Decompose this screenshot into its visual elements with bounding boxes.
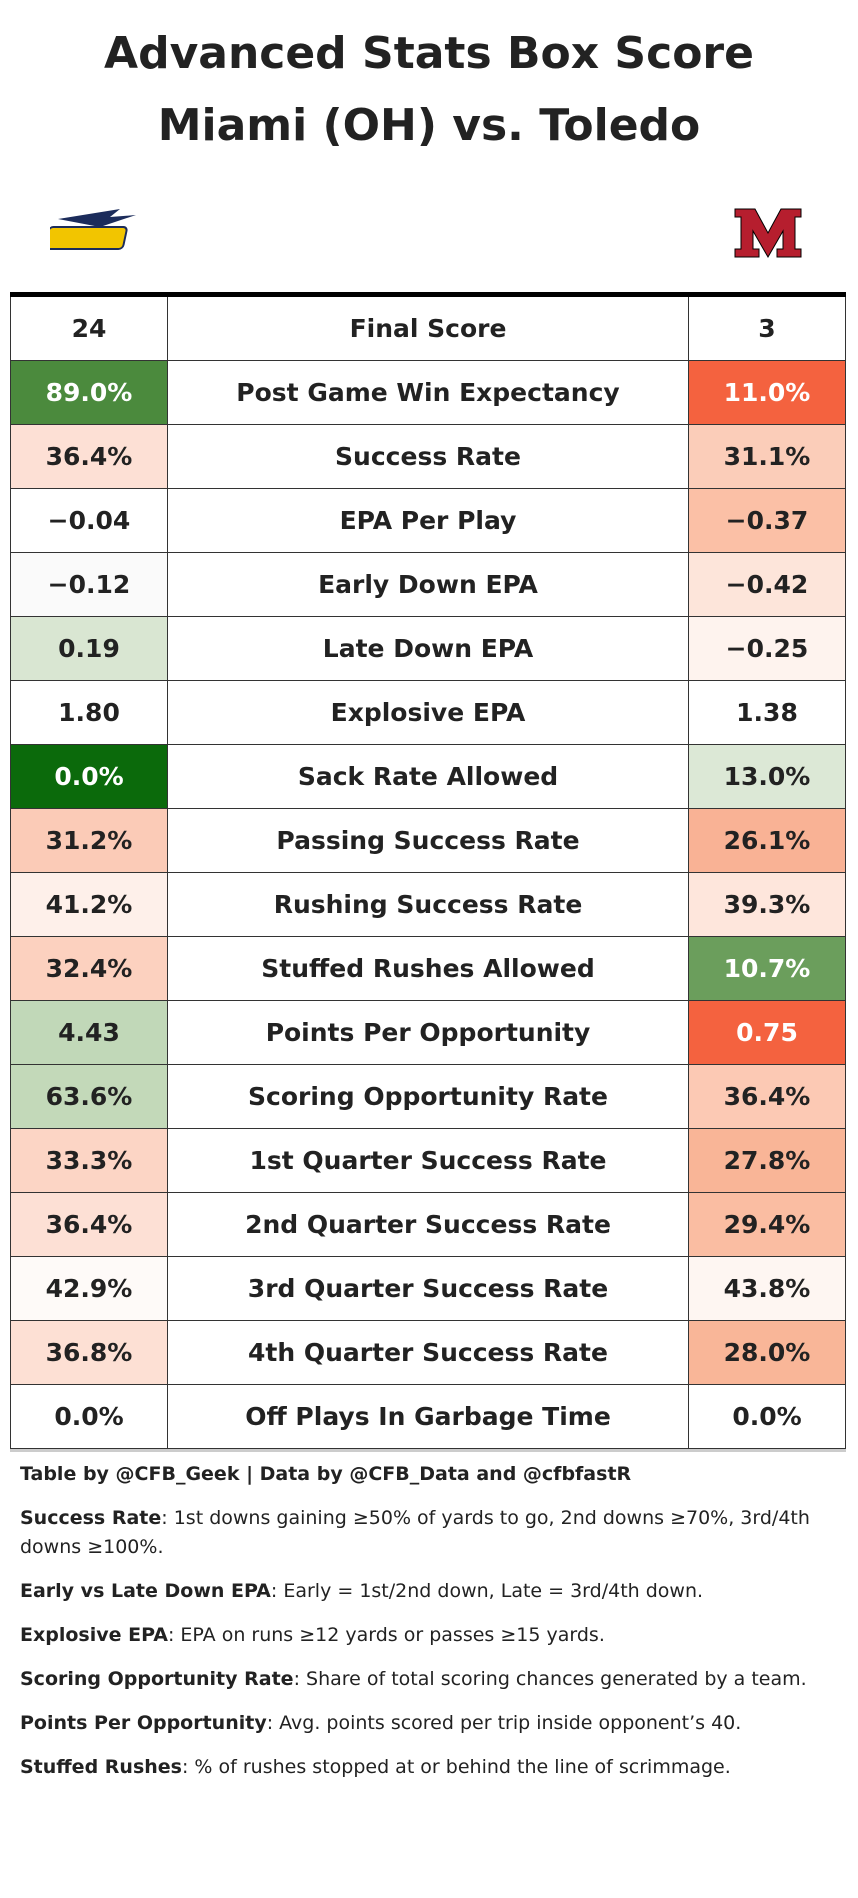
- credit-text: Table by @CFB_Geek | Data by @CFB_Data a…: [20, 1463, 632, 1485]
- footnotes: Table by @CFB_Geek | Data by @CFB_Data a…: [20, 1460, 840, 1797]
- table-row: 0.19 Late Down EPA −0.25: [10, 617, 846, 681]
- note: Scoring Opportunity Rate: Share of total…: [20, 1665, 840, 1694]
- table-row: −0.12 Early Down EPA −0.42: [10, 553, 846, 617]
- stat-label: 3rd Quarter Success Rate: [168, 1257, 689, 1321]
- toledo-value: 89.0%: [10, 361, 168, 425]
- stat-label: 1st Quarter Success Rate: [168, 1129, 689, 1193]
- table-row: 4.43 Points Per Opportunity 0.75: [10, 1001, 846, 1065]
- toledo-value: 41.2%: [10, 873, 168, 937]
- note: Success Rate: 1st downs gaining ≥50% of …: [20, 1504, 840, 1562]
- note-text: : % of rushes stopped at or behind the l…: [181, 1756, 731, 1778]
- stat-label: 4th Quarter Success Rate: [168, 1321, 689, 1385]
- toledo-value: 0.0%: [10, 745, 168, 809]
- miami-value: 31.1%: [689, 425, 846, 489]
- miami-value: 43.8%: [689, 1257, 846, 1321]
- miami-value: −0.42: [689, 553, 846, 617]
- table-row: 42.9% 3rd Quarter Success Rate 43.8%: [10, 1257, 846, 1321]
- miami-value: 0.75: [689, 1001, 846, 1065]
- note: Early vs Late Down EPA: Early = 1st/2nd …: [20, 1577, 840, 1606]
- toledo-value: 36.4%: [10, 1193, 168, 1257]
- toledo-value: 4.43: [10, 1001, 168, 1065]
- miami-value: 13.0%: [689, 745, 846, 809]
- note-term: Points Per Opportunity: [20, 1712, 267, 1734]
- table-row: 36.8% 4th Quarter Success Rate 28.0%: [10, 1321, 846, 1385]
- note-text: : Share of total scoring chances generat…: [293, 1668, 807, 1690]
- credit: Table by @CFB_Geek | Data by @CFB_Data a…: [20, 1460, 840, 1489]
- toledo-value: 31.2%: [10, 809, 168, 873]
- table-row: 32.4% Stuffed Rushes Allowed 10.7%: [10, 937, 846, 1001]
- miami-value: 39.3%: [689, 873, 846, 937]
- toledo-value: 32.4%: [10, 937, 168, 1001]
- note-term: Stuffed Rushes: [20, 1756, 182, 1778]
- toledo-value: 24: [10, 297, 168, 361]
- stat-label: Post Game Win Expectancy: [168, 361, 689, 425]
- stat-label: Passing Success Rate: [168, 809, 689, 873]
- table-row: −0.04 EPA Per Play −0.37: [10, 489, 846, 553]
- stat-label: Stuffed Rushes Allowed: [168, 937, 689, 1001]
- toledo-value: −0.12: [10, 553, 168, 617]
- title: Advanced Stats Box Score: [104, 28, 754, 79]
- table-row: 36.4% Success Rate 31.1%: [10, 425, 846, 489]
- table-row: 1.80 Explosive EPA 1.38: [10, 681, 846, 745]
- table-row: 89.0% Post Game Win Expectancy 11.0%: [10, 361, 846, 425]
- toledo-value: 1.80: [10, 681, 168, 745]
- stat-label: Points Per Opportunity: [168, 1001, 689, 1065]
- note-text: : EPA on runs ≥12 yards or passes ≥15 ya…: [167, 1624, 605, 1646]
- toledo-logo: [50, 209, 136, 250]
- miami-value: 28.0%: [689, 1321, 846, 1385]
- note-text: : Avg. points scored per trip inside opp…: [266, 1712, 742, 1734]
- table-row: 31.2% Passing Success Rate 26.1%: [10, 809, 846, 873]
- miami-value: 0.0%: [689, 1385, 846, 1449]
- note: Explosive EPA: EPA on runs ≥12 yards or …: [20, 1621, 840, 1650]
- stat-label: Final Score: [168, 297, 689, 361]
- toledo-value: 36.4%: [10, 425, 168, 489]
- table-row: 33.3% 1st Quarter Success Rate 27.8%: [10, 1129, 846, 1193]
- miami-value: 10.7%: [689, 937, 846, 1001]
- stat-label: 2nd Quarter Success Rate: [168, 1193, 689, 1257]
- stat-label: Rushing Success Rate: [168, 873, 689, 937]
- subtitle: Miami (OH) vs. Toledo: [157, 100, 701, 151]
- stat-label: Sack Rate Allowed: [168, 745, 689, 809]
- note-term: Early vs Late Down EPA: [20, 1580, 271, 1602]
- stats-table: 24 Final Score 3 89.0% Post Game Win Expecta…: [10, 292, 846, 1452]
- miami-value: −0.25: [689, 617, 846, 681]
- miami-logo: [734, 208, 802, 259]
- miami-value: 26.1%: [689, 809, 846, 873]
- toledo-value: 33.3%: [10, 1129, 168, 1193]
- miami-value: 1.38: [689, 681, 846, 745]
- table-row: 36.4% 2nd Quarter Success Rate 29.4%: [10, 1193, 846, 1257]
- note: Stuffed Rushes: % of rushes stopped at o…: [20, 1753, 840, 1782]
- toledo-value: 42.9%: [10, 1257, 168, 1321]
- note-text: : 1st downs gaining ≥50% of yards to go,…: [20, 1507, 810, 1558]
- miami-value: 36.4%: [689, 1065, 846, 1129]
- toledo-value: 0.0%: [10, 1385, 168, 1449]
- table-row: 24 Final Score 3: [10, 297, 846, 361]
- stat-label: EPA Per Play: [168, 489, 689, 553]
- table-row: 0.0% Off Plays In Garbage Time 0.0%: [10, 1385, 846, 1449]
- table-row: 41.2% Rushing Success Rate 39.3%: [10, 873, 846, 937]
- miami-value: 11.0%: [689, 361, 846, 425]
- table-row: 63.6% Scoring Opportunity Rate 36.4%: [10, 1065, 846, 1129]
- miami-value: 27.8%: [689, 1129, 846, 1193]
- toledo-value: 63.6%: [10, 1065, 168, 1129]
- note: Points Per Opportunity: Avg. points scor…: [20, 1709, 840, 1738]
- note-text: : Early = 1st/2nd down, Late = 3rd/4th d…: [270, 1580, 704, 1602]
- miami-value: 3: [689, 297, 846, 361]
- table-row: 0.0% Sack Rate Allowed 13.0%: [10, 745, 846, 809]
- stat-label: Off Plays In Garbage Time: [168, 1385, 689, 1449]
- toledo-value: 0.19: [10, 617, 168, 681]
- toledo-value: −0.04: [10, 489, 168, 553]
- miami-value: 29.4%: [689, 1193, 846, 1257]
- stat-label: Early Down EPA: [168, 553, 689, 617]
- stat-label: Scoring Opportunity Rate: [168, 1065, 689, 1129]
- toledo-value: 36.8%: [10, 1321, 168, 1385]
- stat-label: Explosive EPA: [168, 681, 689, 745]
- stat-label: Success Rate: [168, 425, 689, 489]
- note-term: Scoring Opportunity Rate: [20, 1668, 294, 1690]
- note-term: Explosive EPA: [20, 1624, 168, 1646]
- note-term: Success Rate: [20, 1507, 162, 1529]
- miami-value: −0.37: [689, 489, 846, 553]
- stat-label: Late Down EPA: [168, 617, 689, 681]
